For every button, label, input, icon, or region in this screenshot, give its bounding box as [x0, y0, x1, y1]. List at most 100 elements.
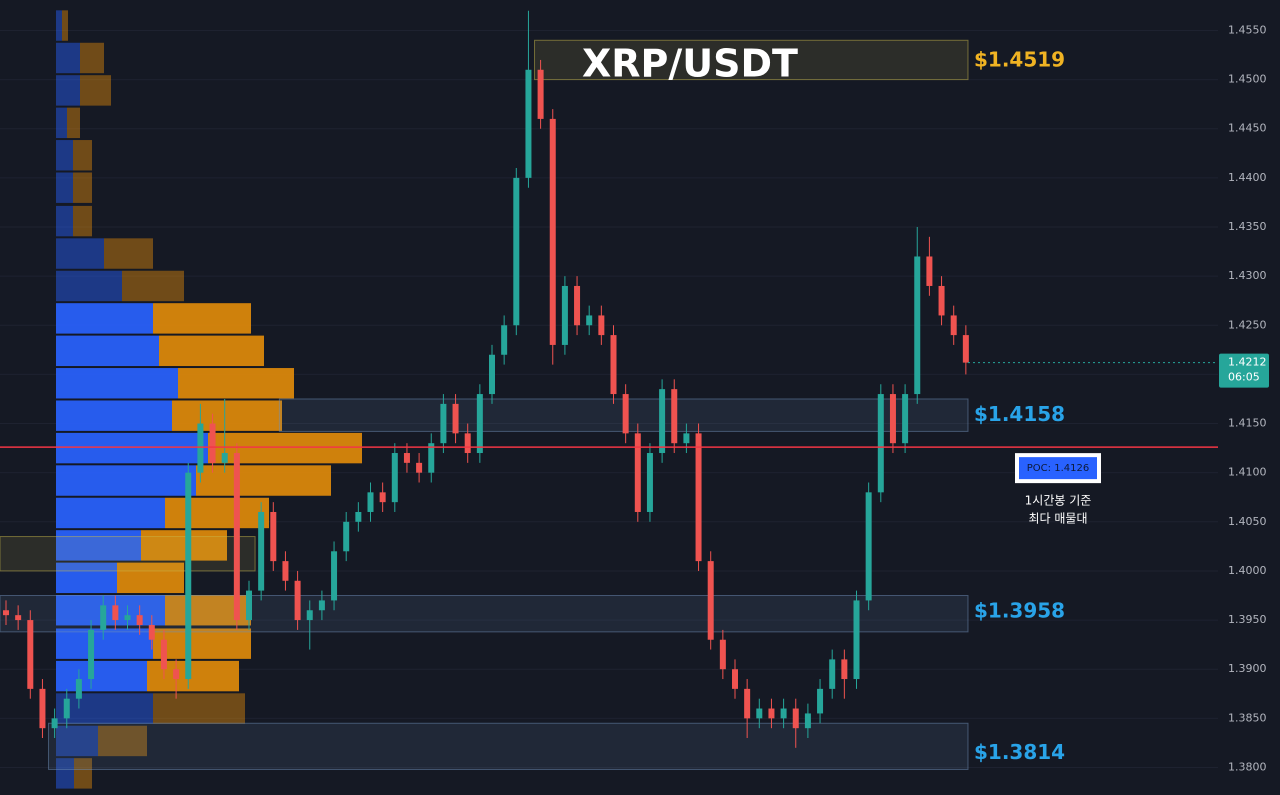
- y-tick-label: 1.4100: [1228, 466, 1267, 479]
- candle-body: [75, 679, 82, 699]
- candle-body: [865, 492, 872, 601]
- profile-sell: [153, 628, 251, 659]
- y-tick-label: 1.4450: [1228, 122, 1267, 135]
- zone-label: $1.4158: [974, 402, 1065, 426]
- candle-body: [671, 389, 678, 444]
- candle-body: [270, 511, 277, 562]
- candle-body: [258, 511, 265, 591]
- candle-body: [962, 335, 969, 363]
- y-tick-label: 1.4250: [1228, 318, 1267, 331]
- chart-title: XRP/USDT: [582, 42, 798, 86]
- candle-body: [476, 394, 483, 454]
- poc-box-inner: [1019, 457, 1097, 480]
- profile-buy: [56, 107, 67, 139]
- candle-body: [246, 590, 252, 621]
- candle-body: [428, 443, 435, 473]
- profile-sell: [165, 497, 269, 529]
- candle-body: [768, 708, 775, 719]
- candle-body: [221, 453, 228, 463]
- candle-body: [634, 433, 641, 512]
- poc-label: POC: 1.4126: [1027, 463, 1089, 474]
- profile-buy: [56, 303, 153, 334]
- y-tick-label: 1.3950: [1228, 613, 1267, 626]
- candle-body: [306, 610, 313, 621]
- profile-sell: [74, 758, 92, 789]
- candle-body: [841, 659, 848, 680]
- zone-label: $1.3814: [974, 740, 1065, 764]
- candle-body: [209, 423, 216, 463]
- profile-buy: [56, 270, 122, 302]
- profile-buy: [56, 725, 98, 757]
- candle-body: [902, 394, 909, 444]
- candle-body: [63, 698, 70, 719]
- overlay: $1.4519 $1.4158 $1.3958 $1.3814 POC: 1.4126 1…: [0, 47, 1269, 764]
- profile-sell: [196, 465, 331, 496]
- candle-body: [39, 688, 46, 729]
- profile-buy: [56, 595, 165, 626]
- zone: [0, 536, 256, 572]
- candle-body: [282, 561, 289, 581]
- candle-body: [683, 433, 690, 444]
- candle-body: [537, 69, 544, 119]
- profile-sell: [80, 42, 104, 74]
- profile-buy: [56, 140, 73, 171]
- candle-body: [136, 615, 143, 625]
- profile-buy: [56, 238, 104, 269]
- candle-body: [804, 713, 811, 729]
- candle-body: [173, 669, 180, 680]
- y-tick-label: 1.4150: [1228, 417, 1267, 430]
- profile-sell: [62, 10, 68, 41]
- profile-sell: [159, 335, 264, 367]
- candle-body: [732, 669, 738, 689]
- candle-body: [695, 433, 702, 562]
- profile-buy: [56, 205, 73, 237]
- candle-body: [501, 325, 508, 355]
- candle-body: [659, 389, 666, 454]
- candle-body: [112, 605, 119, 621]
- y-tick-label: 1.3900: [1228, 662, 1267, 675]
- candle-body: [792, 708, 799, 729]
- zone: [48, 722, 969, 770]
- candle-body: [889, 394, 896, 444]
- candle-body: [416, 462, 423, 473]
- candle-body: [598, 315, 605, 336]
- y-tick-label: 1.4400: [1228, 171, 1267, 184]
- profile-buy: [56, 172, 73, 203]
- candle-body: [829, 659, 836, 689]
- candle-body: [574, 285, 581, 326]
- profile-buy: [56, 628, 153, 659]
- profile-buy: [56, 693, 153, 724]
- candle-body: [756, 708, 763, 719]
- candle-body: [331, 551, 338, 601]
- candle-body: [160, 639, 167, 670]
- profile-buy: [56, 465, 196, 496]
- volume-profile: [56, 10, 362, 789]
- candle-body: [367, 492, 374, 512]
- profile-buy: [56, 758, 74, 789]
- candle-body: [780, 708, 787, 719]
- profile-sell: [73, 140, 92, 171]
- profile-buy: [56, 368, 178, 399]
- profile-sell: [67, 107, 80, 139]
- candle-body: [148, 624, 155, 640]
- candle-body: [719, 639, 726, 670]
- profile-sell: [98, 725, 147, 757]
- countdown: 06:05: [1228, 371, 1260, 384]
- candle-body: [489, 354, 495, 395]
- candle-body: [646, 453, 653, 512]
- candle-body: [440, 403, 447, 444]
- profile-sell: [178, 368, 294, 399]
- y-tick-label: 1.4500: [1228, 73, 1267, 86]
- candle-body: [707, 561, 714, 640]
- profile-sell: [208, 432, 362, 464]
- profile-buy: [56, 335, 159, 367]
- profile-sell: [172, 400, 282, 431]
- profile-buy: [56, 432, 208, 464]
- profile-buy: [56, 400, 172, 431]
- candle-body: [294, 580, 301, 621]
- y-tick-label: 1.4000: [1228, 564, 1267, 577]
- last-price-tag: [1219, 353, 1269, 388]
- profile-buy: [56, 75, 80, 106]
- candle-body: [938, 285, 945, 316]
